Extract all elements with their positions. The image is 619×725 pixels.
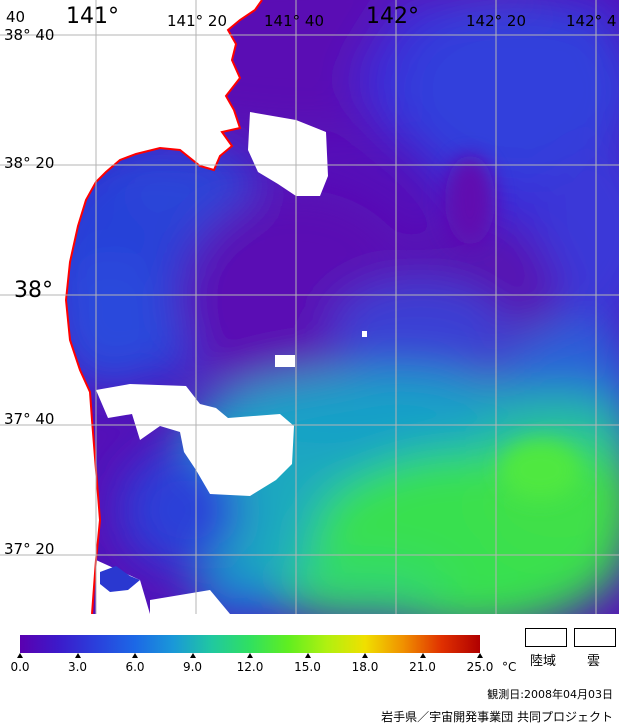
sst-map-canvas bbox=[0, 0, 619, 614]
lon-label-142: 142° bbox=[366, 4, 419, 29]
colorbar-tick bbox=[362, 653, 368, 658]
colorbar-tick bbox=[74, 653, 81, 658]
colorbar-tick bbox=[477, 653, 483, 658]
colorbar-tick bbox=[17, 653, 23, 658]
colorbar-tick bbox=[132, 653, 138, 658]
lat-label-38-40: 38° 40 bbox=[4, 26, 55, 44]
colorbar-tick-label: 15.0 bbox=[294, 660, 321, 674]
colorbar-tick-label: 12.0 bbox=[236, 660, 264, 674]
lat-label-40: 40 bbox=[6, 8, 26, 26]
coastline bbox=[64, 0, 263, 614]
lon-label-141-40: 141° 40 bbox=[264, 12, 324, 30]
colorbar-tick-label: 0.0 bbox=[10, 660, 30, 674]
colorbar-tick bbox=[304, 653, 311, 658]
lat-label-38: 38° bbox=[14, 278, 53, 303]
land-legend-swatch bbox=[525, 628, 567, 647]
colorbar-tick-label: 18.0 bbox=[351, 660, 379, 674]
sea-surface-temperature-map: 141° 141° 20 141° 40 142° 142° 20 142° 4… bbox=[0, 0, 619, 614]
colorbar-tick-label: 3.0 bbox=[67, 660, 88, 674]
colorbar-tick bbox=[189, 653, 196, 658]
colorbar-tick-label: 25.0 bbox=[466, 660, 494, 674]
colorbar-tick-label: 21.0 bbox=[409, 660, 436, 674]
land-legend-label: 陸域 bbox=[530, 654, 557, 669]
cloud-legend-swatch bbox=[574, 628, 616, 647]
graticule bbox=[0, 0, 619, 614]
temperature-detail bbox=[445, 155, 580, 500]
observation-date: 観測日:2008年04月03日 bbox=[487, 688, 613, 701]
lat-label-37-20: 37° 20 bbox=[4, 540, 55, 558]
colorbar-tick bbox=[247, 653, 253, 658]
cloud-legend-label: 雲 bbox=[587, 654, 601, 669]
lat-label-38-20: 38° 20 bbox=[4, 154, 55, 172]
cloud-patches bbox=[96, 112, 367, 614]
sea-pocket bbox=[100, 566, 140, 592]
credit-text: 岩手県／宇宙開発事業団 共同プロジェクト bbox=[381, 710, 613, 724]
colorbar-tick-label: 6.0 bbox=[125, 660, 145, 674]
lon-label-141-20: 141° 20 bbox=[167, 12, 227, 30]
colorbar-tick bbox=[419, 653, 426, 658]
lon-label-142-20: 142° 20 bbox=[466, 12, 526, 30]
lon-label-142-40: 142° 4 bbox=[566, 12, 617, 30]
colorbar-tick-label: 9.0 bbox=[182, 660, 203, 674]
lat-label-37-40: 37° 40 bbox=[4, 410, 55, 428]
unit-label: °C bbox=[502, 660, 517, 674]
temperature-field bbox=[40, 0, 619, 614]
lon-label-141: 141° bbox=[66, 4, 119, 29]
temperature-colorbar bbox=[20, 635, 480, 653]
